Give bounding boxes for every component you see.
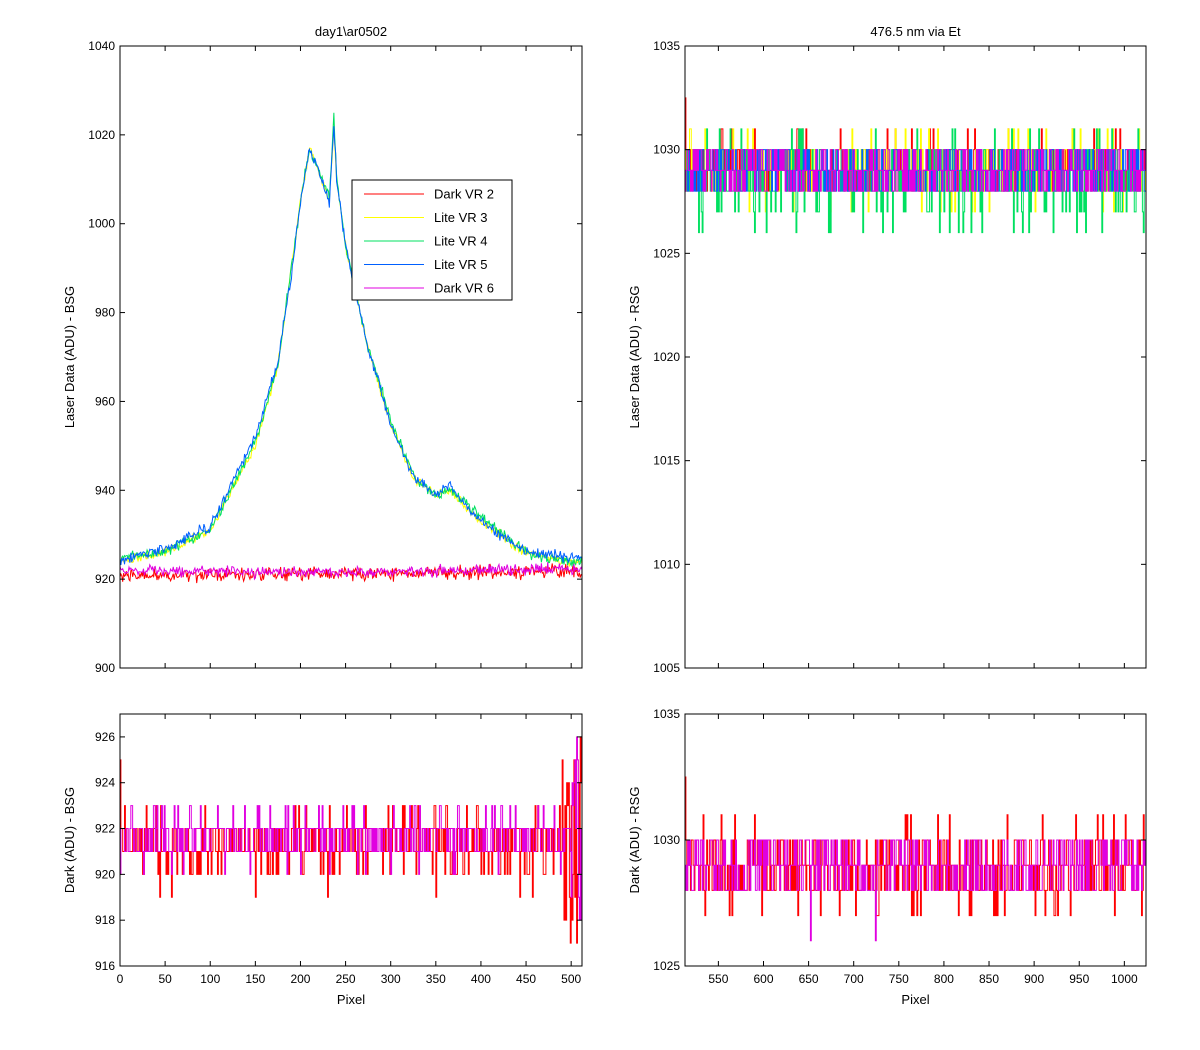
- x-tick-label: 900: [1024, 972, 1044, 986]
- series-layer: [120, 736, 582, 944]
- x-axis-label: Pixel: [337, 992, 365, 1007]
- x-tick-label: 850: [979, 972, 999, 986]
- y-axis-label: Laser Data (ADU) - RSG: [627, 285, 642, 428]
- x-tick-label: 600: [753, 972, 773, 986]
- y-tick-label: 1010: [653, 557, 680, 571]
- plot-frame: [119, 45, 583, 669]
- y-axis-label: Laser Data (ADU) - BSG: [62, 286, 77, 428]
- series-layer: [685, 97, 1146, 234]
- legend-box: [351, 179, 513, 301]
- y-tick-label: 1035: [653, 39, 680, 53]
- series-line-dark-vr-6: [120, 736, 582, 921]
- x-tick-label: 100: [200, 972, 220, 986]
- x-tick-label: 350: [426, 972, 446, 986]
- x-tick-label: 0: [117, 972, 124, 986]
- y-tick-label: 1015: [653, 454, 680, 468]
- y-tick-label: 1030: [653, 143, 680, 157]
- series-line-dark-vr-6: [685, 149, 1146, 192]
- y-tick-label: 1030: [653, 833, 680, 847]
- y-axis-label: Dark (ADU) - RSG: [627, 787, 642, 894]
- y-tick-label: 1035: [653, 707, 680, 721]
- series-line-dark-vr-2: [120, 563, 582, 584]
- plot-area: [119, 45, 583, 669]
- legend-entry: Dark VR 2: [434, 187, 494, 202]
- y-tick-label: 1025: [653, 959, 680, 973]
- x-tick-label: 500: [561, 972, 581, 986]
- tick-layer: 916 918 920 922 924 926 0 50 100 150 200 250 300 350 4…: [95, 714, 582, 986]
- x-axis-label: Pixel: [901, 992, 929, 1007]
- series-line-dark-vr-6: [120, 562, 582, 581]
- x-tick-label: 800: [934, 972, 954, 986]
- legend-entry: Lite VR 4: [434, 234, 487, 249]
- y-tick-label: 924: [95, 776, 115, 790]
- legend-entry: Lite VR 5: [434, 257, 487, 272]
- x-tick-label: 1000: [1111, 972, 1138, 986]
- y-tick-label: 960: [95, 394, 115, 408]
- tick-layer: 1005 1010 1015 1020 1025 1030 1035: [653, 39, 1146, 675]
- legend: Dark VR 2 Lite VR 3 Lite VR 4 Lite VR 5 Dark…: [351, 179, 513, 301]
- y-tick-label: 1000: [88, 217, 115, 231]
- y-tick-label: 916: [95, 959, 115, 973]
- chart-bsg-laser: 900 920 940 960 980 1000 1020 1040 day1\ar0502 La…: [62, 24, 583, 675]
- x-tick-label: 300: [381, 972, 401, 986]
- x-tick-label: 650: [799, 972, 819, 986]
- y-tick-label: 918: [95, 913, 115, 927]
- y-tick-label: 1005: [653, 661, 680, 675]
- series-layer: [120, 112, 582, 584]
- series-line-lite-vr-5: [120, 126, 582, 566]
- y-tick-label: 920: [95, 867, 115, 881]
- x-tick-label: 250: [336, 972, 356, 986]
- series-line-lite-vr-4: [120, 112, 582, 568]
- plot-frame: [119, 713, 583, 967]
- tick-layer: 1025 1030 1035 550 600 650 700 750 800 850 900 950 1…: [653, 707, 1146, 986]
- y-tick-label: 980: [95, 306, 115, 320]
- y-tick-label: 922: [95, 822, 115, 836]
- x-tick-label: 200: [290, 972, 310, 986]
- x-tick-label: 750: [889, 972, 909, 986]
- y-tick-label: 920: [95, 572, 115, 586]
- x-tick-label: 950: [1069, 972, 1089, 986]
- y-axis-label: Dark (ADU) - BSG: [62, 787, 77, 893]
- chart-bsg-dark: 916 918 920 922 924 926 0 50 100 150 200 250 300 350 4…: [62, 713, 583, 1007]
- x-tick-label: 50: [158, 972, 172, 986]
- chart-title: 476.5 nm via Et: [870, 24, 961, 39]
- legend-entry: Dark VR 6: [434, 281, 494, 296]
- tick-layer: 900 920 940 960 980 1000 1020 1040: [88, 39, 582, 675]
- y-tick-label: 1020: [88, 128, 115, 142]
- y-tick-label: 1040: [88, 39, 115, 53]
- chart-rsg-laser: 1005 1010 1015 1020 1025 1030 1035 476.5 nm via…: [627, 24, 1147, 675]
- x-tick-label: 450: [516, 972, 536, 986]
- y-tick-label: 1025: [653, 246, 680, 260]
- y-tick-label: 900: [95, 661, 115, 675]
- series-layer: [685, 776, 1146, 942]
- y-tick-label: 940: [95, 483, 115, 497]
- x-tick-label: 400: [471, 972, 491, 986]
- x-tick-label: 700: [844, 972, 864, 986]
- legend-entry: Lite VR 3: [434, 210, 487, 225]
- series-line-dark-vr-6: [685, 839, 1146, 942]
- y-tick-label: 926: [95, 730, 115, 744]
- chart-rsg-dark: 1025 1030 1035 550 600 650 700 750 800 850 900 950 1…: [627, 707, 1147, 1007]
- y-tick-label: 1020: [653, 350, 680, 364]
- x-tick-label: 150: [245, 972, 265, 986]
- chart-title: day1\ar0502: [315, 24, 387, 39]
- x-tick-label: 550: [708, 972, 728, 986]
